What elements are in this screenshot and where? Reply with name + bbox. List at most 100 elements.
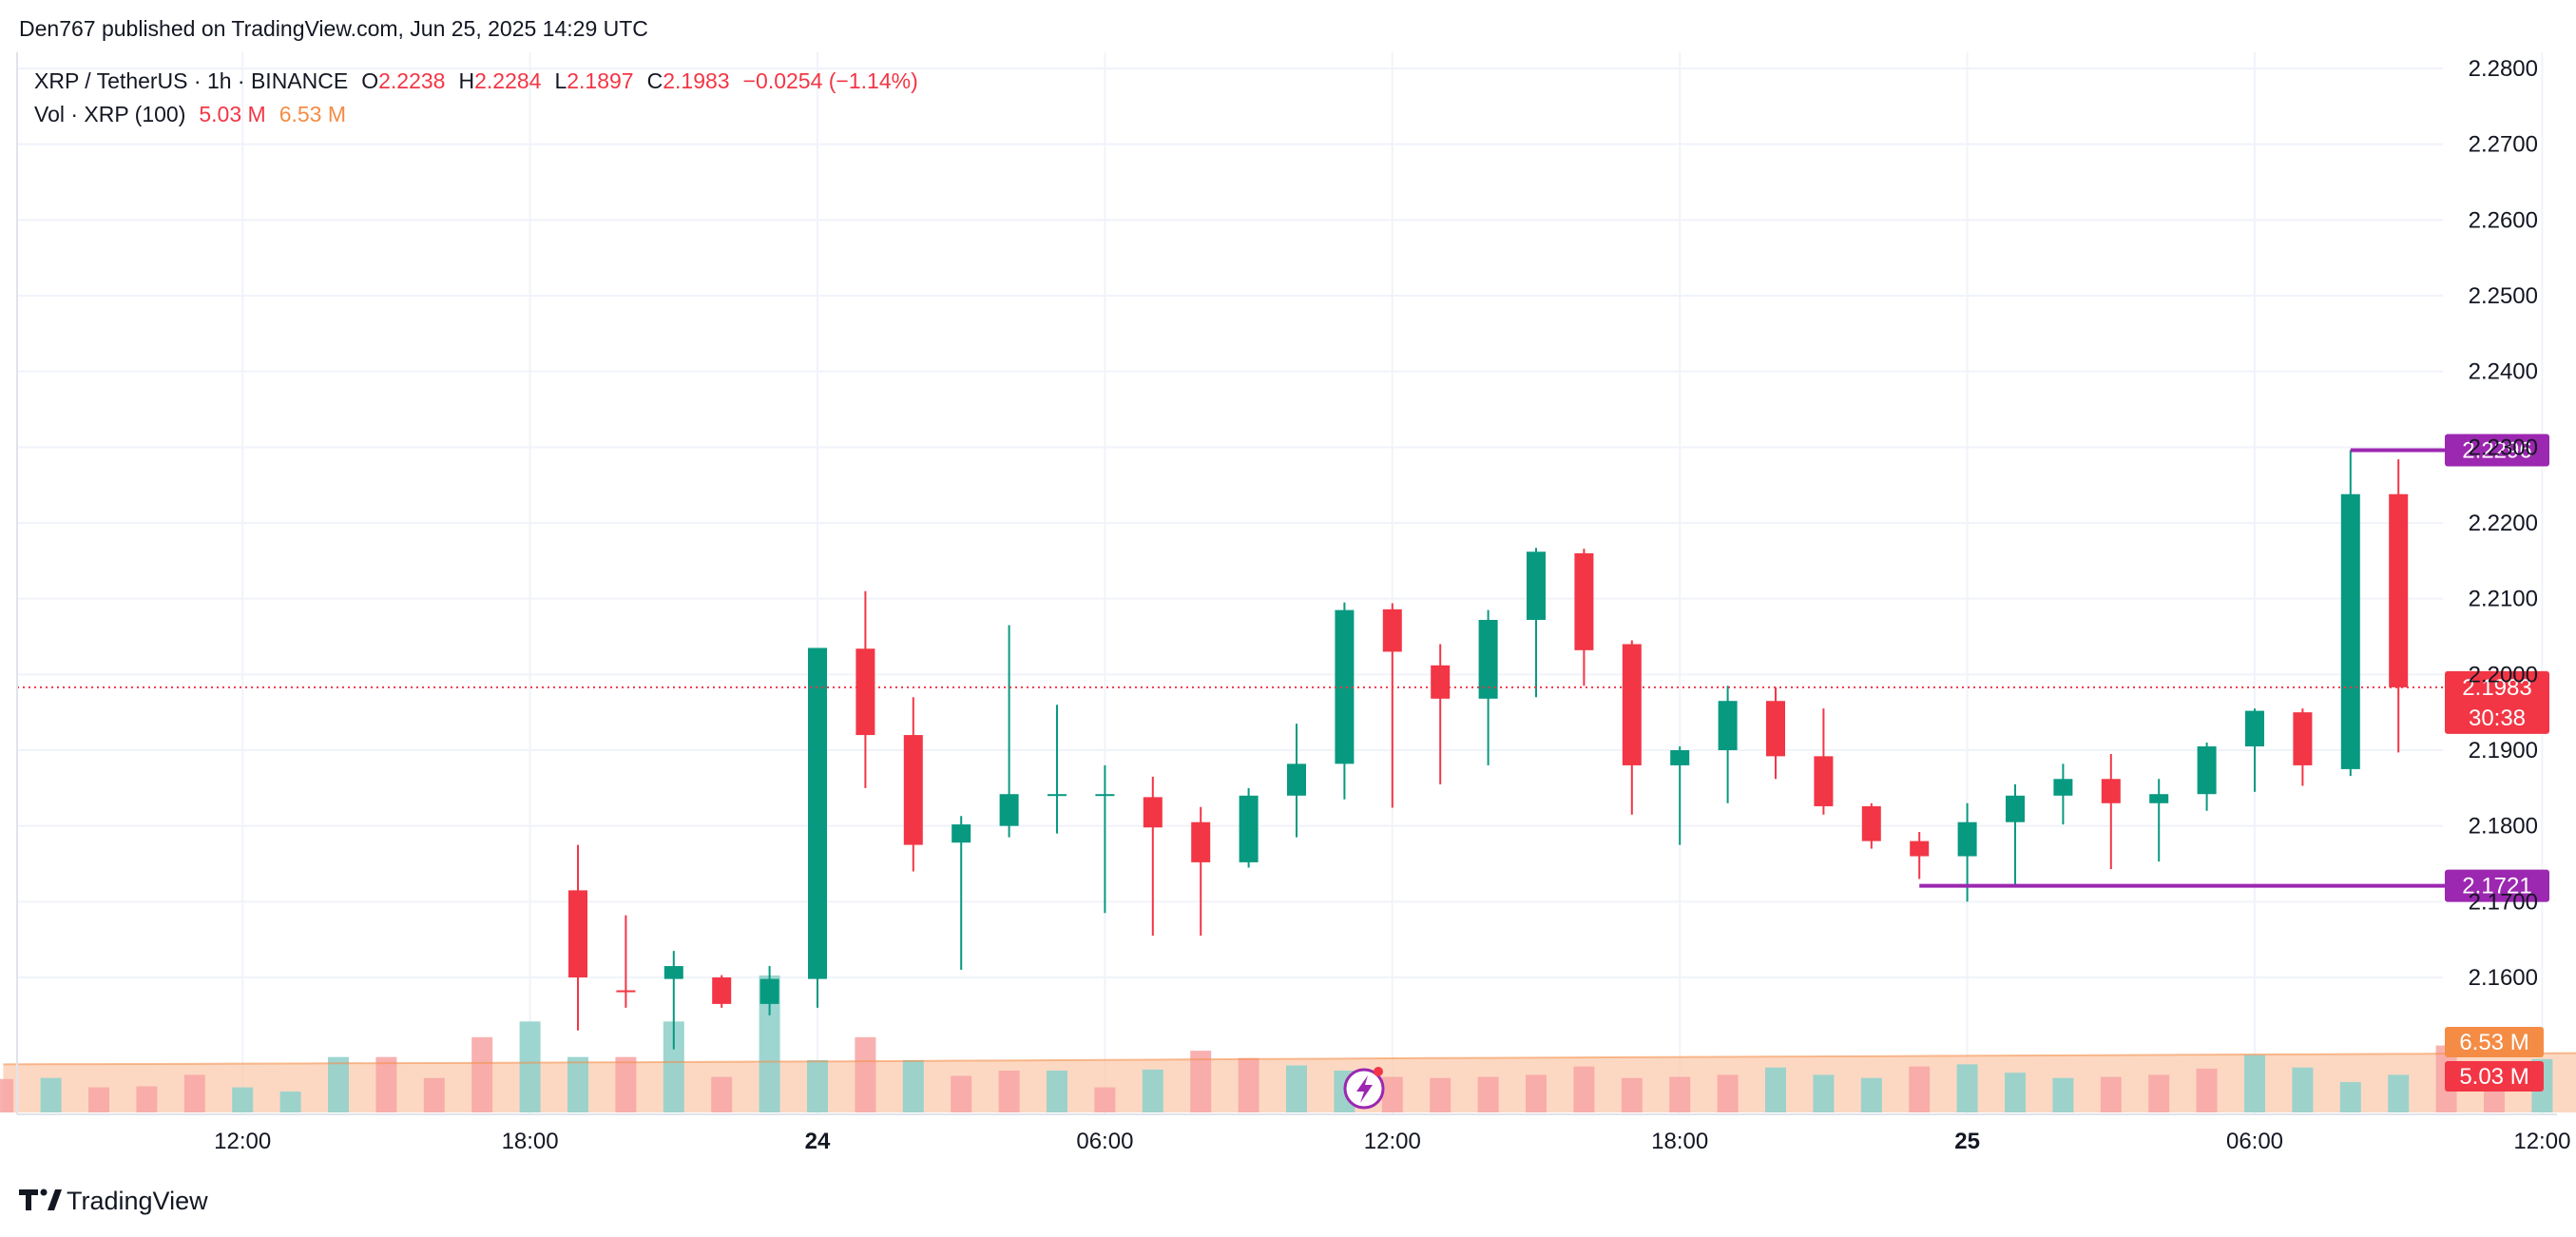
candle-body[interactable]: [1527, 551, 1546, 620]
candle-body[interactable]: [2101, 779, 2121, 803]
candle-body[interactable]: [1766, 701, 1785, 757]
candle[interactable]: [903, 697, 923, 872]
candle[interactable]: [1670, 746, 1690, 845]
candle-body[interactable]: [1191, 821, 1211, 862]
candle-body[interactable]: [1287, 763, 1306, 796]
candle[interactable]: [952, 816, 971, 971]
volume-ma-tag[interactable]: [2445, 1027, 2544, 1057]
candle-body[interactable]: [1335, 609, 1355, 764]
candle-body[interactable]: [712, 977, 732, 1004]
candle-body[interactable]: [2293, 712, 2313, 765]
volume-bar: [1094, 1087, 1116, 1112]
candle-body[interactable]: [568, 890, 587, 977]
candle-layer[interactable]: [568, 450, 2409, 1050]
candle-body[interactable]: [1622, 644, 1642, 765]
candle[interactable]: [2149, 779, 2169, 862]
candle[interactable]: [1622, 640, 1642, 815]
candle-body[interactable]: [999, 794, 1019, 826]
candle[interactable]: [999, 625, 1019, 838]
volume-tag[interactable]: [2445, 1061, 2544, 1092]
candle-body[interactable]: [808, 647, 827, 979]
horizontal-level-tag[interactable]: [2445, 434, 2549, 467]
overlay-layer[interactable]: 2.2296 2.1721 2.1983 30:38 6.53 M 5.03 M: [17, 434, 2549, 1110]
candle[interactable]: [1478, 609, 1498, 765]
candle[interactable]: [568, 844, 587, 1031]
candle[interactable]: [2389, 459, 2409, 753]
candle-body[interactable]: [1239, 795, 1259, 862]
candle-body[interactable]: [1048, 794, 1067, 797]
candle[interactable]: [808, 647, 827, 1008]
legend-main-row[interactable]: XRP / TetherUS · 1h · BINANCE O2.2238 H2.2…: [34, 68, 918, 93]
candle[interactable]: [712, 975, 732, 1008]
candle-body[interactable]: [903, 735, 923, 845]
candle[interactable]: [2053, 763, 2073, 825]
candle[interactable]: [1574, 549, 1594, 686]
candle[interactable]: [1766, 686, 1785, 780]
candle[interactable]: [2293, 708, 2313, 786]
candle-body[interactable]: [2053, 779, 2073, 796]
candle-body[interactable]: [855, 648, 875, 736]
candle-body[interactable]: [1382, 609, 1402, 652]
candle-body[interactable]: [2197, 746, 2217, 795]
candle-body[interactable]: [1670, 750, 1690, 765]
candle[interactable]: [663, 951, 683, 1050]
candle[interactable]: [2006, 783, 2025, 885]
candle[interactable]: [2340, 450, 2360, 777]
candle[interactable]: [1239, 787, 1259, 868]
candle[interactable]: [759, 966, 779, 1015]
candle-body[interactable]: [2006, 795, 2025, 822]
axis-layer[interactable]: 2.16002.17002.18002.19002.20002.21002.22…: [0, 52, 2576, 1154]
candle-body[interactable]: [1431, 665, 1451, 699]
candle-body[interactable]: [616, 990, 636, 993]
last-price-tag[interactable]: [2445, 670, 2549, 734]
legend-volume-title: Vol · XRP (100): [34, 102, 185, 126]
candle-body[interactable]: [2149, 794, 2169, 803]
candle[interactable]: [1335, 602, 1355, 800]
candle[interactable]: [2197, 743, 2217, 811]
candle-body[interactable]: [1861, 805, 1881, 841]
tradingview-brand[interactable]: TradingView: [67, 1187, 208, 1215]
candle-body[interactable]: [1095, 794, 1115, 797]
candle-body[interactable]: [1910, 841, 1930, 857]
tradingview-logo[interactable]: TradingView: [19, 1187, 208, 1215]
candle[interactable]: [1718, 686, 1738, 803]
candle[interactable]: [1143, 776, 1163, 937]
candle[interactable]: [616, 915, 636, 1008]
legend-volume-row[interactable]: Vol · XRP (100) 5.03 M 6.53 M: [34, 102, 346, 126]
candle-body[interactable]: [1957, 821, 1977, 857]
candle[interactable]: [1287, 724, 1306, 838]
candle[interactable]: [1861, 802, 1881, 849]
candle[interactable]: [2245, 708, 2264, 792]
published-by-text: Den767 published on TradingView.com, Jun…: [19, 16, 648, 41]
candle[interactable]: [855, 590, 875, 788]
candle-body[interactable]: [663, 966, 683, 979]
price-tick-label: 2.1800: [2469, 814, 2538, 840]
candle[interactable]: [1095, 764, 1115, 914]
candle-body[interactable]: [2389, 493, 2409, 687]
candle-body[interactable]: [1143, 797, 1163, 828]
candle-body[interactable]: [1814, 756, 1834, 806]
candle[interactable]: [1814, 708, 1834, 815]
candle-body[interactable]: [759, 978, 779, 1004]
candle[interactable]: [1191, 806, 1211, 937]
candle[interactable]: [1527, 548, 1546, 698]
time-tick-label: 25: [1954, 1129, 1980, 1154]
candle[interactable]: [1382, 603, 1402, 808]
candle-body[interactable]: [1574, 552, 1594, 650]
candle[interactable]: [1910, 832, 1930, 879]
candle[interactable]: [1048, 705, 1067, 834]
lightning-icon[interactable]: [1343, 1067, 1385, 1110]
legend-volume[interactable]: Vol · XRP (100) 5.03 M 6.53 M: [34, 102, 346, 126]
volume-bar: [88, 1087, 109, 1112]
candle[interactable]: [2101, 753, 2121, 870]
candle-body[interactable]: [2245, 710, 2264, 747]
candle-body[interactable]: [2340, 493, 2360, 769]
candle-body[interactable]: [952, 824, 971, 843]
horizontal-level-tag[interactable]: [2445, 869, 2549, 902]
candle-body[interactable]: [1718, 701, 1738, 750]
candle[interactable]: [1431, 644, 1451, 784]
candle-body[interactable]: [1478, 619, 1498, 699]
legend-symbol[interactable]: XRP / TetherUS · 1h · BINANCE O2.2238 H2.2…: [34, 68, 918, 93]
